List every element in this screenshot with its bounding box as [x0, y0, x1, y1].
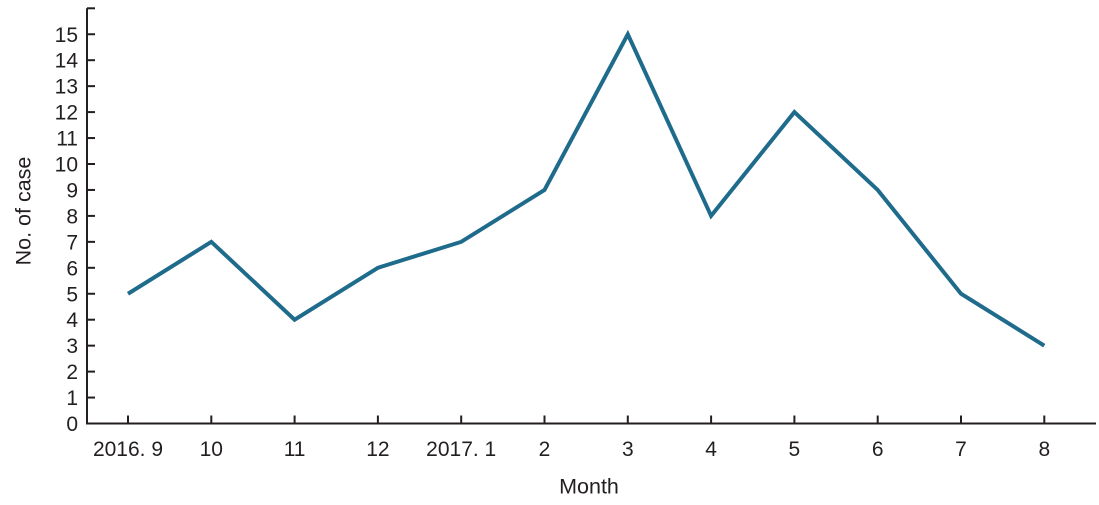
- y-axis-title: No. of case: [11, 156, 36, 266]
- y-tick-label: 10: [55, 154, 78, 177]
- y-tick-label: 13: [55, 76, 78, 99]
- y-tick-label: 7: [66, 231, 78, 254]
- x-tick-label: 10: [200, 438, 223, 461]
- x-tick-label: 2: [539, 438, 551, 461]
- x-tick-label: 6: [872, 438, 884, 461]
- x-tick-label: 3: [622, 438, 634, 461]
- data-series-line: [126, 29, 1046, 348]
- x-tick-label: 7: [955, 438, 967, 461]
- x-axis-title: Month: [559, 474, 619, 499]
- axes: [86, 8, 1096, 425]
- y-tick-label: 0: [66, 413, 78, 436]
- x-tick-label: 4: [705, 438, 717, 461]
- y-tick-label: 14: [55, 50, 79, 73]
- y-tick-label: 8: [66, 205, 78, 228]
- y-tick-label: 12: [55, 102, 78, 125]
- y-tick-label: 3: [66, 335, 78, 358]
- y-tick-label: 15: [55, 24, 78, 47]
- x-tick-label: 2016. 9: [93, 438, 163, 461]
- x-tick-label: 8: [1038, 438, 1050, 461]
- y-tick-label: 1: [66, 387, 78, 410]
- x-tick-label: 12: [366, 438, 389, 461]
- y-tick-label: 11: [56, 128, 78, 151]
- x-tick-label: 5: [789, 438, 801, 461]
- y-tick-label: 9: [66, 179, 78, 202]
- y-tick-label: 5: [66, 283, 78, 306]
- y-tick-label: 6: [66, 257, 78, 280]
- x-tick-label: 2017. 1: [426, 438, 496, 461]
- y-tick-label: 4: [66, 309, 78, 332]
- x-tick-label: 11: [284, 438, 306, 461]
- y-tick-label: 2: [66, 361, 78, 384]
